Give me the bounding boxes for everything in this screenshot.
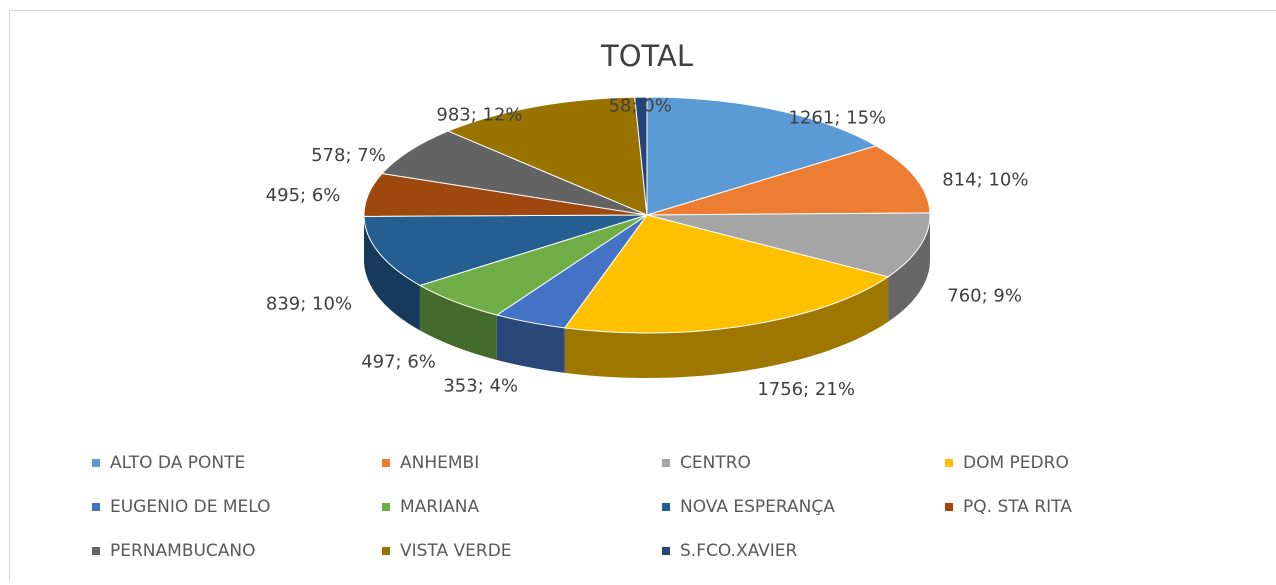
legend-swatch [945, 503, 953, 511]
legend-label: EUGENIO DE MELO [110, 497, 271, 517]
legend-label: ANHEMBI [400, 453, 479, 473]
legend-swatch [662, 503, 670, 511]
legend-label: NOVA ESPERANÇA [680, 497, 835, 517]
legend-label: VISTA VERDE [400, 541, 512, 561]
data-label: 58; 0% [609, 95, 672, 116]
legend-swatch [945, 459, 953, 467]
legend-swatch [662, 459, 670, 467]
data-label: 495; 6% [266, 185, 341, 206]
legend-label: CENTRO [680, 453, 751, 473]
legend-label: DOM PEDRO [963, 453, 1069, 473]
legend-swatch [92, 503, 100, 511]
data-label: 1756; 21% [757, 379, 855, 400]
data-label: 1261; 15% [789, 107, 887, 128]
legend-label: ALTO DA PONTE [110, 453, 245, 473]
data-label: 839; 10% [266, 294, 352, 315]
legend-swatch [382, 547, 390, 555]
legend-swatch [382, 459, 390, 467]
data-label: 497; 6% [361, 351, 436, 372]
legend-label: PERNAMBUCANO [110, 541, 256, 561]
legend-label: S.FCO.XAVIER [680, 541, 798, 561]
chart-title: TOTAL [600, 39, 693, 73]
legend-label: PQ. STA RITA [963, 497, 1072, 517]
data-label: 983; 12% [436, 104, 522, 125]
data-label: 578; 7% [311, 145, 386, 166]
legend-label: MARIANA [400, 497, 479, 517]
legend-swatch [92, 459, 100, 467]
legend-swatch [92, 547, 100, 555]
legend-swatch [382, 503, 390, 511]
data-label: 814; 10% [942, 170, 1028, 191]
legend-swatch [662, 547, 670, 555]
data-label: 760; 9% [947, 286, 1022, 307]
data-label: 353; 4% [443, 376, 518, 397]
